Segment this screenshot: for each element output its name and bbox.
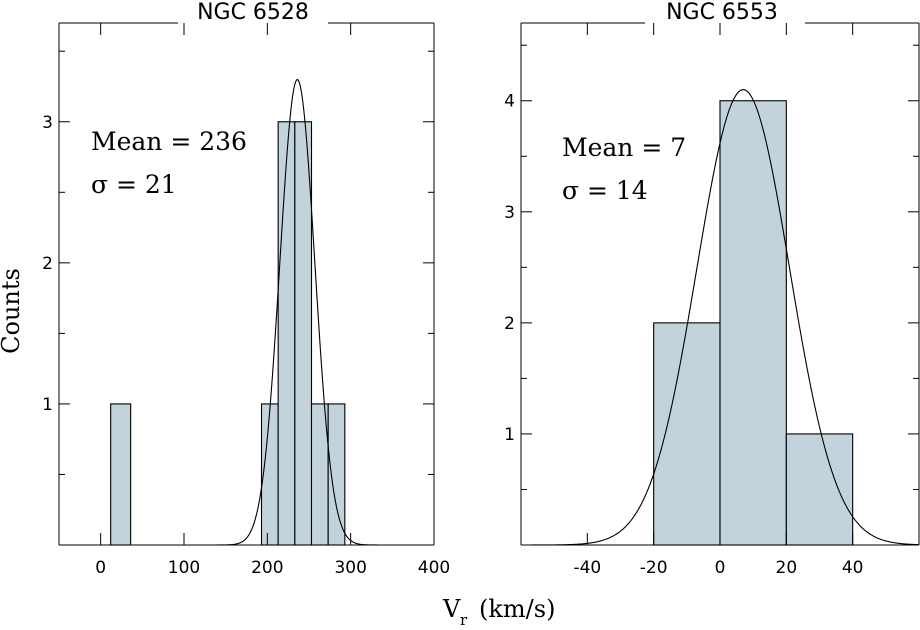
histogram-bar-2	[785, 433, 854, 546]
sigma-annotation: σ = 21	[91, 170, 177, 199]
y-axis-label: Counts	[0, 268, 25, 354]
histogram-bar-5	[327, 403, 346, 546]
x-axis-label-units: (km/s)	[479, 595, 555, 623]
x-axis-label-subscript: r	[460, 611, 468, 629]
histogram-bar-0	[110, 403, 132, 546]
y-tick-label: 2	[504, 314, 515, 334]
x-tick-label: 0	[95, 558, 106, 578]
histogram-bar-1	[719, 100, 787, 546]
x-tick-label: 300	[334, 558, 366, 578]
panel-title: NGC 6528	[197, 0, 309, 25]
y-tick-label: 1	[504, 425, 515, 445]
y-tick-label: 3	[504, 203, 515, 223]
x-axis-label: V r (km/s)	[442, 595, 555, 629]
sigma-annotation: σ = 14	[562, 176, 648, 205]
histogram-bar-3	[294, 121, 313, 546]
x-tick-label: 0	[715, 558, 726, 578]
y-tick-label: 2	[42, 254, 53, 274]
y-tick-label: 3	[42, 113, 53, 133]
histogram-bar-0	[653, 322, 721, 546]
mean-annotation: Mean = 236	[91, 127, 247, 156]
x-tick-label: 20	[776, 558, 798, 578]
x-tick-label: -40	[573, 558, 601, 578]
x-tick-label: 40	[842, 558, 864, 578]
x-tick-label: 400	[418, 558, 450, 578]
panel-ngc6528: NGC 6528 0 100 200 300 400 1 2 3 Mean = 236 σ = 21	[42, 0, 450, 578]
panel-title: NGC 6553	[666, 0, 778, 25]
x-tick-label: 200	[251, 558, 283, 578]
panel-ngc6553: NGC 6553 -40 -20 0 20 40 1 2 3 4 Mean = 7 σ = 14	[504, 0, 920, 578]
y-tick-label: 4	[504, 92, 515, 112]
histogram-bar-1	[260, 403, 279, 546]
mean-annotation: Mean = 7	[562, 133, 686, 162]
y-tick-label: 1	[42, 395, 53, 415]
x-axis-label-main: V	[442, 595, 461, 623]
histogram-bar-2	[277, 121, 296, 546]
x-tick-label: 100	[168, 558, 200, 578]
x-tick-label: -20	[640, 558, 668, 578]
